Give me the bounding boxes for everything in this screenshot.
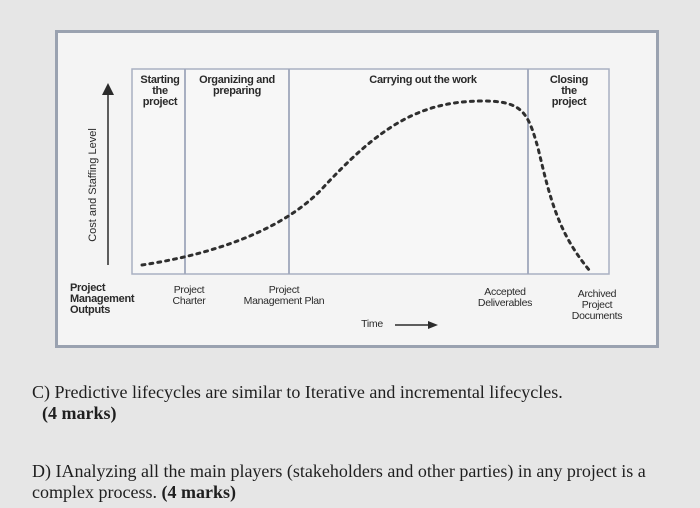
outputs-heading: Project Management Outputs: [70, 282, 135, 316]
cost-staffing-curve: [140, 99, 592, 273]
question-d: D) IAnalyzing all the main players (stak…: [32, 461, 672, 503]
y-axis-arrowhead: [102, 83, 114, 95]
lifecycle-figure: Cost and Staffing Level Starting the pro…: [55, 30, 659, 348]
question-d-marks: (4 marks): [161, 482, 236, 502]
phase-label-organizing: Organizing and preparing: [199, 74, 275, 97]
output-project-management-plan: Project Management Plan: [243, 284, 325, 307]
question-c: C) Predictive lifecycles are similar to …: [32, 382, 652, 424]
output-archived-project-documents: Archived Project Documents: [571, 288, 623, 322]
output-accepted-deliverables: Accepted Deliverables: [477, 286, 533, 309]
output-project-charter: Project Charter: [172, 284, 206, 307]
lifecycle-diagram: [102, 68, 610, 329]
phase-label-starting: Starting the project: [140, 74, 180, 108]
question-d-text: D) IAnalyzing all the main players (stak…: [32, 461, 646, 502]
x-axis-label: Time: [361, 318, 383, 330]
question-c-text: C) Predictive lifecycles are similar to …: [32, 382, 563, 402]
plot-frame: [131, 68, 610, 275]
phase-label-carrying-out: Carrying out the work: [369, 74, 477, 86]
y-axis-label: Cost and Staffing Level: [87, 128, 99, 242]
x-axis-arrowhead: [428, 321, 438, 329]
question-c-marks: (4 marks): [42, 403, 117, 423]
phase-label-closing: Closing the project: [549, 74, 589, 108]
